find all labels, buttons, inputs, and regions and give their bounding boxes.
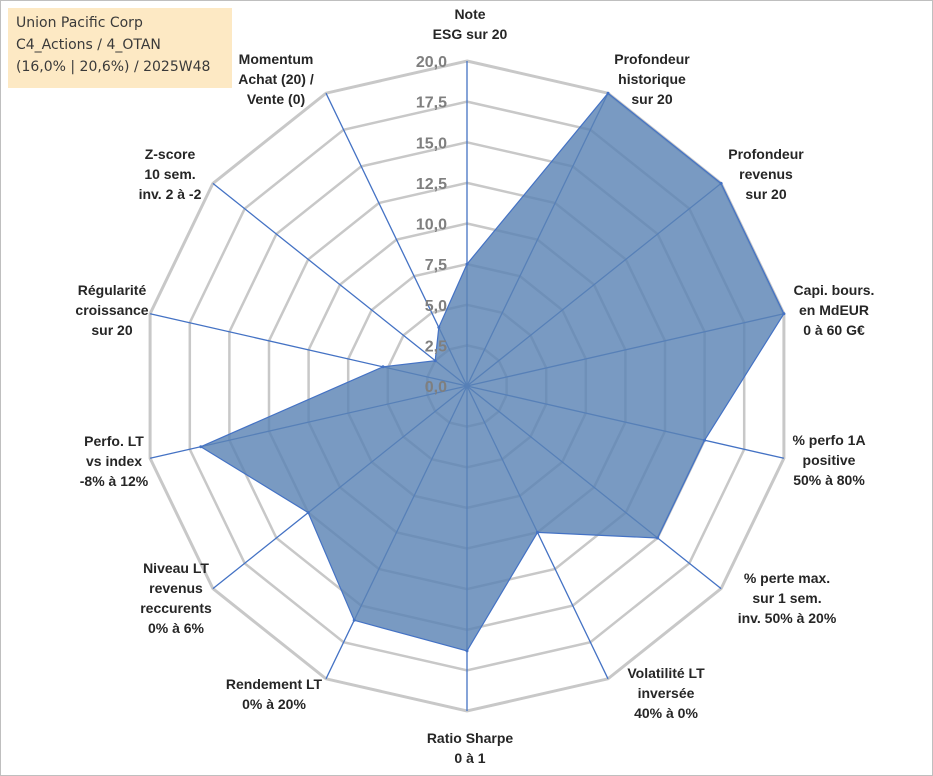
axis-label-line: 40% à 0% [634, 705, 698, 721]
axis-label-line: % perfo 1A [792, 432, 865, 448]
axis-label-line: Profondeur [614, 51, 690, 67]
data-point-4 [703, 438, 707, 442]
axis-label-line: Vente (0) [247, 91, 305, 107]
data-point-11 [381, 365, 385, 369]
radial-tick-labels: 0,0 2,5 5,0 7,5 10,0 12,5 15,0 17,5 20,0 [416, 54, 447, 396]
data-point-9 [306, 511, 310, 515]
axis-label-line: revenus [149, 580, 203, 596]
axis-label: Profondeur revenus sur 20 [728, 146, 804, 202]
data-point-12 [433, 359, 437, 363]
axis-label-line: sur 20 [631, 91, 672, 107]
axis-label-line: % perte max. [744, 570, 830, 586]
axis-label: Régularité croissance sur 20 [75, 282, 148, 338]
axis-label-line: inversée [638, 685, 695, 701]
tick-label: 7,5 [425, 257, 447, 274]
axis-label-line: Perfo. LT [84, 433, 144, 449]
axis-label-line: sur 1 sem. [752, 590, 821, 606]
data-point-1 [606, 91, 610, 95]
axis-label: Rendement LT 0% à 20% [226, 676, 323, 712]
info-box: Union Pacific Corp C4_Actions / 4_OTAN (… [8, 8, 232, 88]
axis-label: Note ESG sur 20 [433, 6, 508, 42]
info-period: (16,0% | 20,6%) / 2025W48 [16, 59, 211, 75]
axis-label-line: sur 20 [91, 322, 132, 338]
tick-label: 10,0 [416, 217, 447, 234]
tick-label: 2,5 [425, 338, 447, 355]
axis-label-line: ESG sur 20 [433, 26, 508, 42]
info-company: Union Pacific Corp [16, 15, 143, 31]
tick-label: 12,5 [416, 176, 447, 193]
data-point-5 [656, 536, 660, 540]
radar-series [199, 91, 786, 653]
axis-label-line: 10 sem. [144, 166, 195, 182]
axis-label-line: croissance [75, 302, 148, 318]
data-point-10 [199, 445, 203, 449]
axis-label-line: -8% à 12% [80, 473, 149, 489]
axis-label: Ratio Sharpe 0 à 1 [427, 730, 514, 766]
tick-label: 20,0 [416, 54, 447, 71]
axis-label-line: Z-score [145, 146, 196, 162]
tick-label: 15,0 [416, 135, 447, 152]
axis-label-line: vs index [86, 453, 142, 469]
axis-label-line: 50% à 80% [793, 472, 865, 488]
axis-label-line: Momentum [239, 51, 314, 67]
axis-label: % perfo 1A positive 50% à 80% [792, 432, 865, 488]
axis-label: Perfo. LT vs index -8% à 12% [80, 433, 149, 489]
series-area [199, 92, 785, 652]
info-category: C4_Actions / 4_OTAN [16, 37, 161, 53]
axis-label-line: Achat (20) / [238, 71, 314, 87]
tick-label: 17,5 [416, 95, 447, 112]
axis-label-line: inv. 2 à -2 [139, 186, 202, 202]
axis-label-line: Capi. bours. [794, 282, 875, 298]
axis-label: Volatilité LT inversée 40% à 0% [627, 665, 705, 721]
data-point-8 [352, 618, 356, 622]
axis-label-line: inv. 50% à 20% [738, 610, 837, 626]
axis-label-line: Ratio Sharpe [427, 730, 514, 746]
data-point-0 [465, 262, 469, 266]
tick-label: 0,0 [425, 379, 447, 396]
axis-label-line: Volatilité LT [627, 665, 705, 681]
axis-label-line: Régularité [78, 282, 147, 298]
axis-label-line: 0% à 6% [148, 620, 205, 636]
axis-label: % perte max. sur 1 sem. inv. 50% à 20% [738, 570, 837, 626]
axis-label: Z-score 10 sem. inv. 2 à -2 [139, 146, 202, 202]
data-point-3 [782, 312, 786, 316]
axis-label-line: en MdEUR [799, 302, 869, 318]
axis-label-line: revenus [739, 166, 793, 182]
axis-label-line: 0% à 20% [242, 696, 306, 712]
axis-label-line: 0 à 1 [454, 750, 485, 766]
axis-label-line: Profondeur [728, 146, 804, 162]
data-point-13 [437, 325, 441, 329]
tick-label: 5,0 [425, 298, 447, 315]
spoke-12 [212, 182, 468, 387]
axis-label: Momentum Achat (20) / Vente (0) [238, 51, 314, 107]
axis-label-line: reccurents [140, 600, 212, 616]
data-point-2 [719, 181, 723, 185]
data-point-7 [465, 649, 469, 653]
axis-label-line: positive [803, 452, 856, 468]
axis-label-line: Niveau LT [143, 560, 209, 576]
axis-label: Capi. bours. en MdEUR 0 à 60 G€ [794, 282, 875, 338]
axis-label-line: historique [618, 71, 686, 87]
axis-labels: Note ESG sur 20 Profondeur historique sur 20… [75, 6, 874, 766]
axis-label-line: Rendement LT [226, 676, 323, 692]
axis-label: Profondeur historique sur 20 [614, 51, 690, 107]
axis-label-line: 0 à 60 G€ [803, 322, 865, 338]
data-point-6 [536, 530, 539, 534]
axis-label-line: sur 20 [745, 186, 786, 202]
axis-label-line: Note [454, 6, 485, 22]
axis-label: Niveau LT revenus reccurents 0% à 6% [140, 560, 212, 636]
